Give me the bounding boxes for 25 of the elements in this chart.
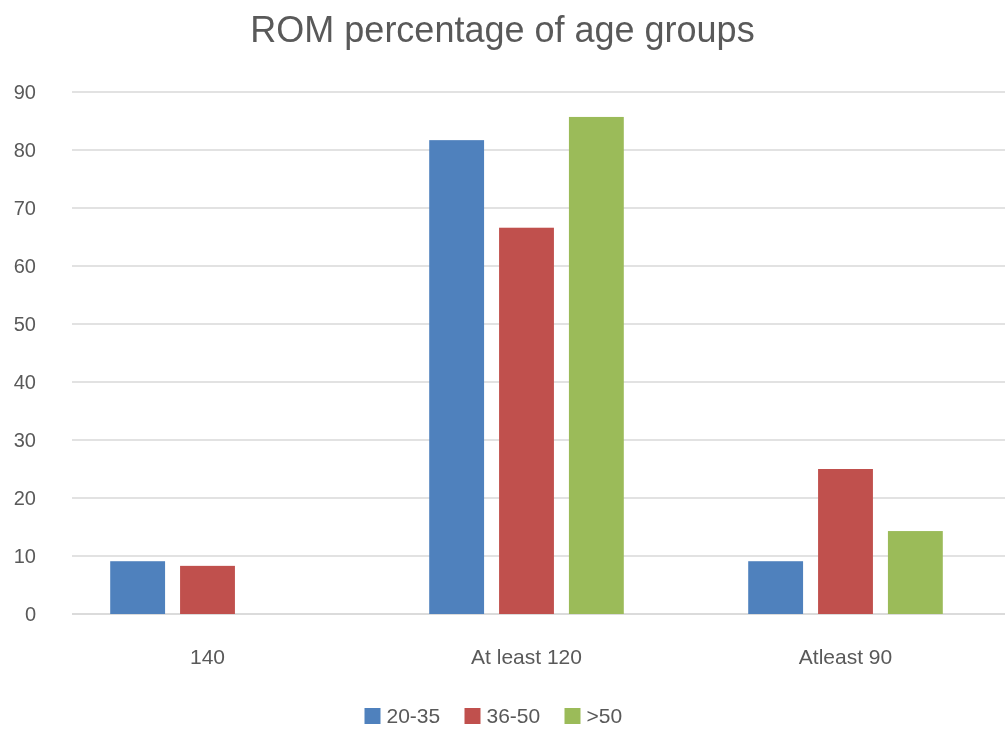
y-tick-label: 70 [13, 197, 36, 219]
y-tick-label: 40 [13, 371, 36, 393]
legend-label: 36-50 [486, 704, 541, 728]
y-tick-label: 0 [24, 603, 36, 625]
y-tick-label: 30 [13, 429, 36, 451]
bar [180, 565, 235, 614]
y-tick-label: 50 [13, 313, 36, 335]
legend-label: 20-35 [386, 704, 441, 728]
bar [568, 116, 624, 614]
bar [887, 531, 943, 614]
bar [748, 561, 804, 614]
bar [818, 469, 873, 614]
y-tick-label: 90 [13, 81, 36, 103]
y-tick-label: 60 [13, 255, 36, 277]
x-tick-label: 140 [189, 645, 226, 668]
bar [110, 561, 166, 614]
y-tick-label: 80 [13, 139, 36, 161]
x-tick-label: At least 120 [471, 645, 582, 668]
chart-title: ROM percentage of age groups [250, 9, 755, 50]
legend-label: >50 [586, 704, 623, 728]
bar [429, 140, 485, 614]
x-tick-label: Atleast 90 [798, 645, 893, 668]
y-tick-label: 20 [13, 487, 36, 509]
bar [499, 227, 554, 614]
y-tick-label: 10 [13, 545, 36, 567]
